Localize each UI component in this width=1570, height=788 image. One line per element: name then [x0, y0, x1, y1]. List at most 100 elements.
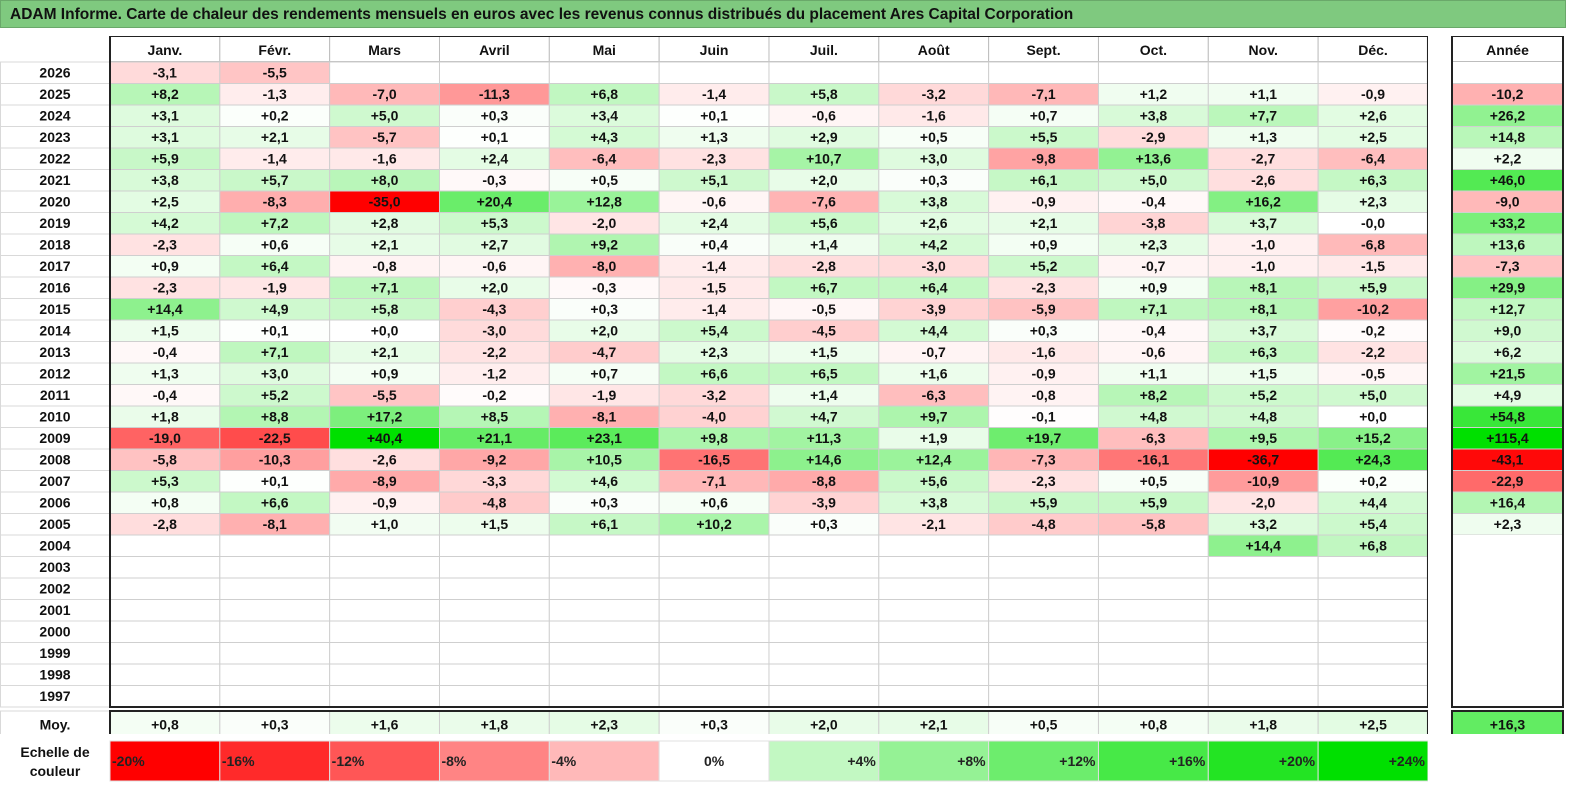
heatmap-cell	[1097, 663, 1209, 686]
heatmap-cell	[1097, 620, 1209, 643]
heatmap-value: -3,2	[702, 387, 726, 403]
heatmap-value: -0,9	[1361, 86, 1385, 102]
heatmap-cell	[1097, 685, 1209, 708]
heatmap-value: +1,9	[920, 430, 948, 446]
heatmap-value: +6,8	[590, 86, 618, 102]
heatmap-cell	[548, 556, 660, 579]
heatmap-value: -2,0	[592, 215, 616, 231]
heatmap-value: -2,8	[812, 258, 836, 274]
heatmap-cell	[878, 577, 990, 600]
heatmap-value: -6,4	[592, 151, 616, 167]
year-label: 2006	[39, 495, 70, 511]
heatmap-value: +15,2	[1355, 430, 1391, 446]
column-header-label: Sept.	[1026, 42, 1060, 58]
heatmap-cell	[1207, 599, 1319, 622]
heatmap-cell	[548, 663, 660, 686]
heatmap-cell	[109, 642, 221, 665]
heatmap-value: +5,6	[920, 473, 948, 489]
heatmap-value: -2,9	[1141, 129, 1165, 145]
year-label: 2025	[39, 86, 70, 102]
heatmap-cell	[768, 599, 880, 622]
average-value: +2,1	[920, 717, 948, 733]
heatmap-cell	[658, 663, 770, 686]
heatmap-cell	[438, 534, 550, 557]
average-cell	[438, 710, 550, 738]
heatmap-cell	[878, 620, 990, 643]
heatmap-cell	[658, 599, 770, 622]
heatmap-value: -0,1	[1031, 409, 1055, 425]
heatmap-value: -5,9	[1031, 301, 1055, 317]
heatmap-cell	[109, 685, 221, 708]
scale-swatch	[1207, 740, 1319, 782]
heatmap-value: -0,6	[702, 194, 726, 210]
heatmap-cell	[219, 642, 331, 665]
heatmap-value: -1,0	[1251, 258, 1275, 274]
scale-stop-label: -8%	[441, 753, 466, 769]
heatmap-value: +5,4	[1359, 516, 1387, 532]
heatmap-value: -8,3	[263, 194, 287, 210]
heatmap-value: +14,4	[1245, 538, 1281, 554]
heatmap-cell	[658, 642, 770, 665]
heatmap-value: +2,1	[1030, 215, 1058, 231]
heatmap-value: +1,4	[810, 387, 838, 403]
heatmap-value: -0,4	[1141, 323, 1165, 339]
heatmap-value: -5,8	[153, 452, 177, 468]
heatmap-value: +3,1	[151, 108, 179, 124]
heatmap-value: -0,8	[373, 258, 397, 274]
heatmap-value: -4,0	[702, 409, 726, 425]
heatmap-cell	[329, 534, 440, 557]
heatmap-value: +8,2	[151, 86, 179, 102]
heatmap-cell	[988, 577, 1099, 600]
heatmap-value: +2,3	[1140, 237, 1168, 253]
average-value: +1,8	[1249, 717, 1277, 733]
column-header-cell	[1317, 36, 1429, 62]
heatmap-cell	[548, 61, 660, 84]
heatmap-cell	[548, 599, 660, 622]
heatmap-value: -1,3	[263, 86, 287, 102]
heatmap-value: +0,3	[590, 495, 618, 511]
column-header-label: Mars	[368, 42, 401, 58]
heatmap-cell	[438, 61, 550, 84]
column-header-label: Nov.	[1249, 42, 1278, 58]
heatmap-cell	[329, 61, 440, 84]
heatmap-value: +1,1	[1249, 86, 1277, 102]
annual-cell	[1452, 535, 1563, 557]
heatmap-value: +6,5	[810, 366, 838, 382]
annual-value: +2,3	[1494, 516, 1522, 532]
year-label: 2005	[39, 516, 70, 532]
heatmap-value: +1,5	[151, 323, 179, 339]
heatmap-value: +1,3	[151, 366, 179, 382]
heatmap-value: +2,6	[920, 215, 948, 231]
annual-value: +115,4	[1486, 430, 1529, 446]
heatmap-cell	[658, 556, 770, 579]
average-cell	[1317, 710, 1429, 738]
heatmap-value: -0,0	[1361, 215, 1385, 231]
annual-cell	[1452, 642, 1563, 664]
heatmap-value: +2,5	[151, 194, 179, 210]
scale-swatch	[768, 740, 880, 782]
heatmap-value: -0,3	[482, 172, 506, 188]
heatmap-value: +0,6	[261, 237, 289, 253]
heatmap-value: +6,3	[1359, 172, 1387, 188]
annual-value: +9,0	[1494, 323, 1522, 339]
average-label: Moy.	[40, 717, 71, 733]
heatmap-cell	[548, 620, 660, 643]
heatmap-value: -10,9	[1247, 473, 1279, 489]
heatmap-value: -0,5	[812, 301, 836, 317]
heatmap-value: +5,5	[1030, 129, 1058, 145]
heatmap-value: -1,6	[922, 108, 946, 124]
heatmap-cell	[438, 577, 550, 600]
heatmap-value: +1,2	[1140, 86, 1168, 102]
heatmap-cell	[1317, 556, 1429, 579]
heatmap-value: -35,0	[369, 194, 401, 210]
heatmap-cell	[658, 685, 770, 708]
heatmap-value: -0,5	[1361, 366, 1385, 382]
page-title: ADAM Informe. Carte de chaleur des rende…	[0, 0, 1566, 28]
heatmap-value: -8,9	[373, 473, 397, 489]
heatmap-value: +5,8	[810, 86, 838, 102]
heatmap-value: +1,4	[810, 237, 838, 253]
scale-stop-label: +4%	[847, 753, 876, 769]
heatmap-value: +0,7	[1030, 108, 1058, 124]
annual-value: -43,1	[1492, 452, 1524, 468]
annual-value: -7,3	[1495, 258, 1519, 274]
